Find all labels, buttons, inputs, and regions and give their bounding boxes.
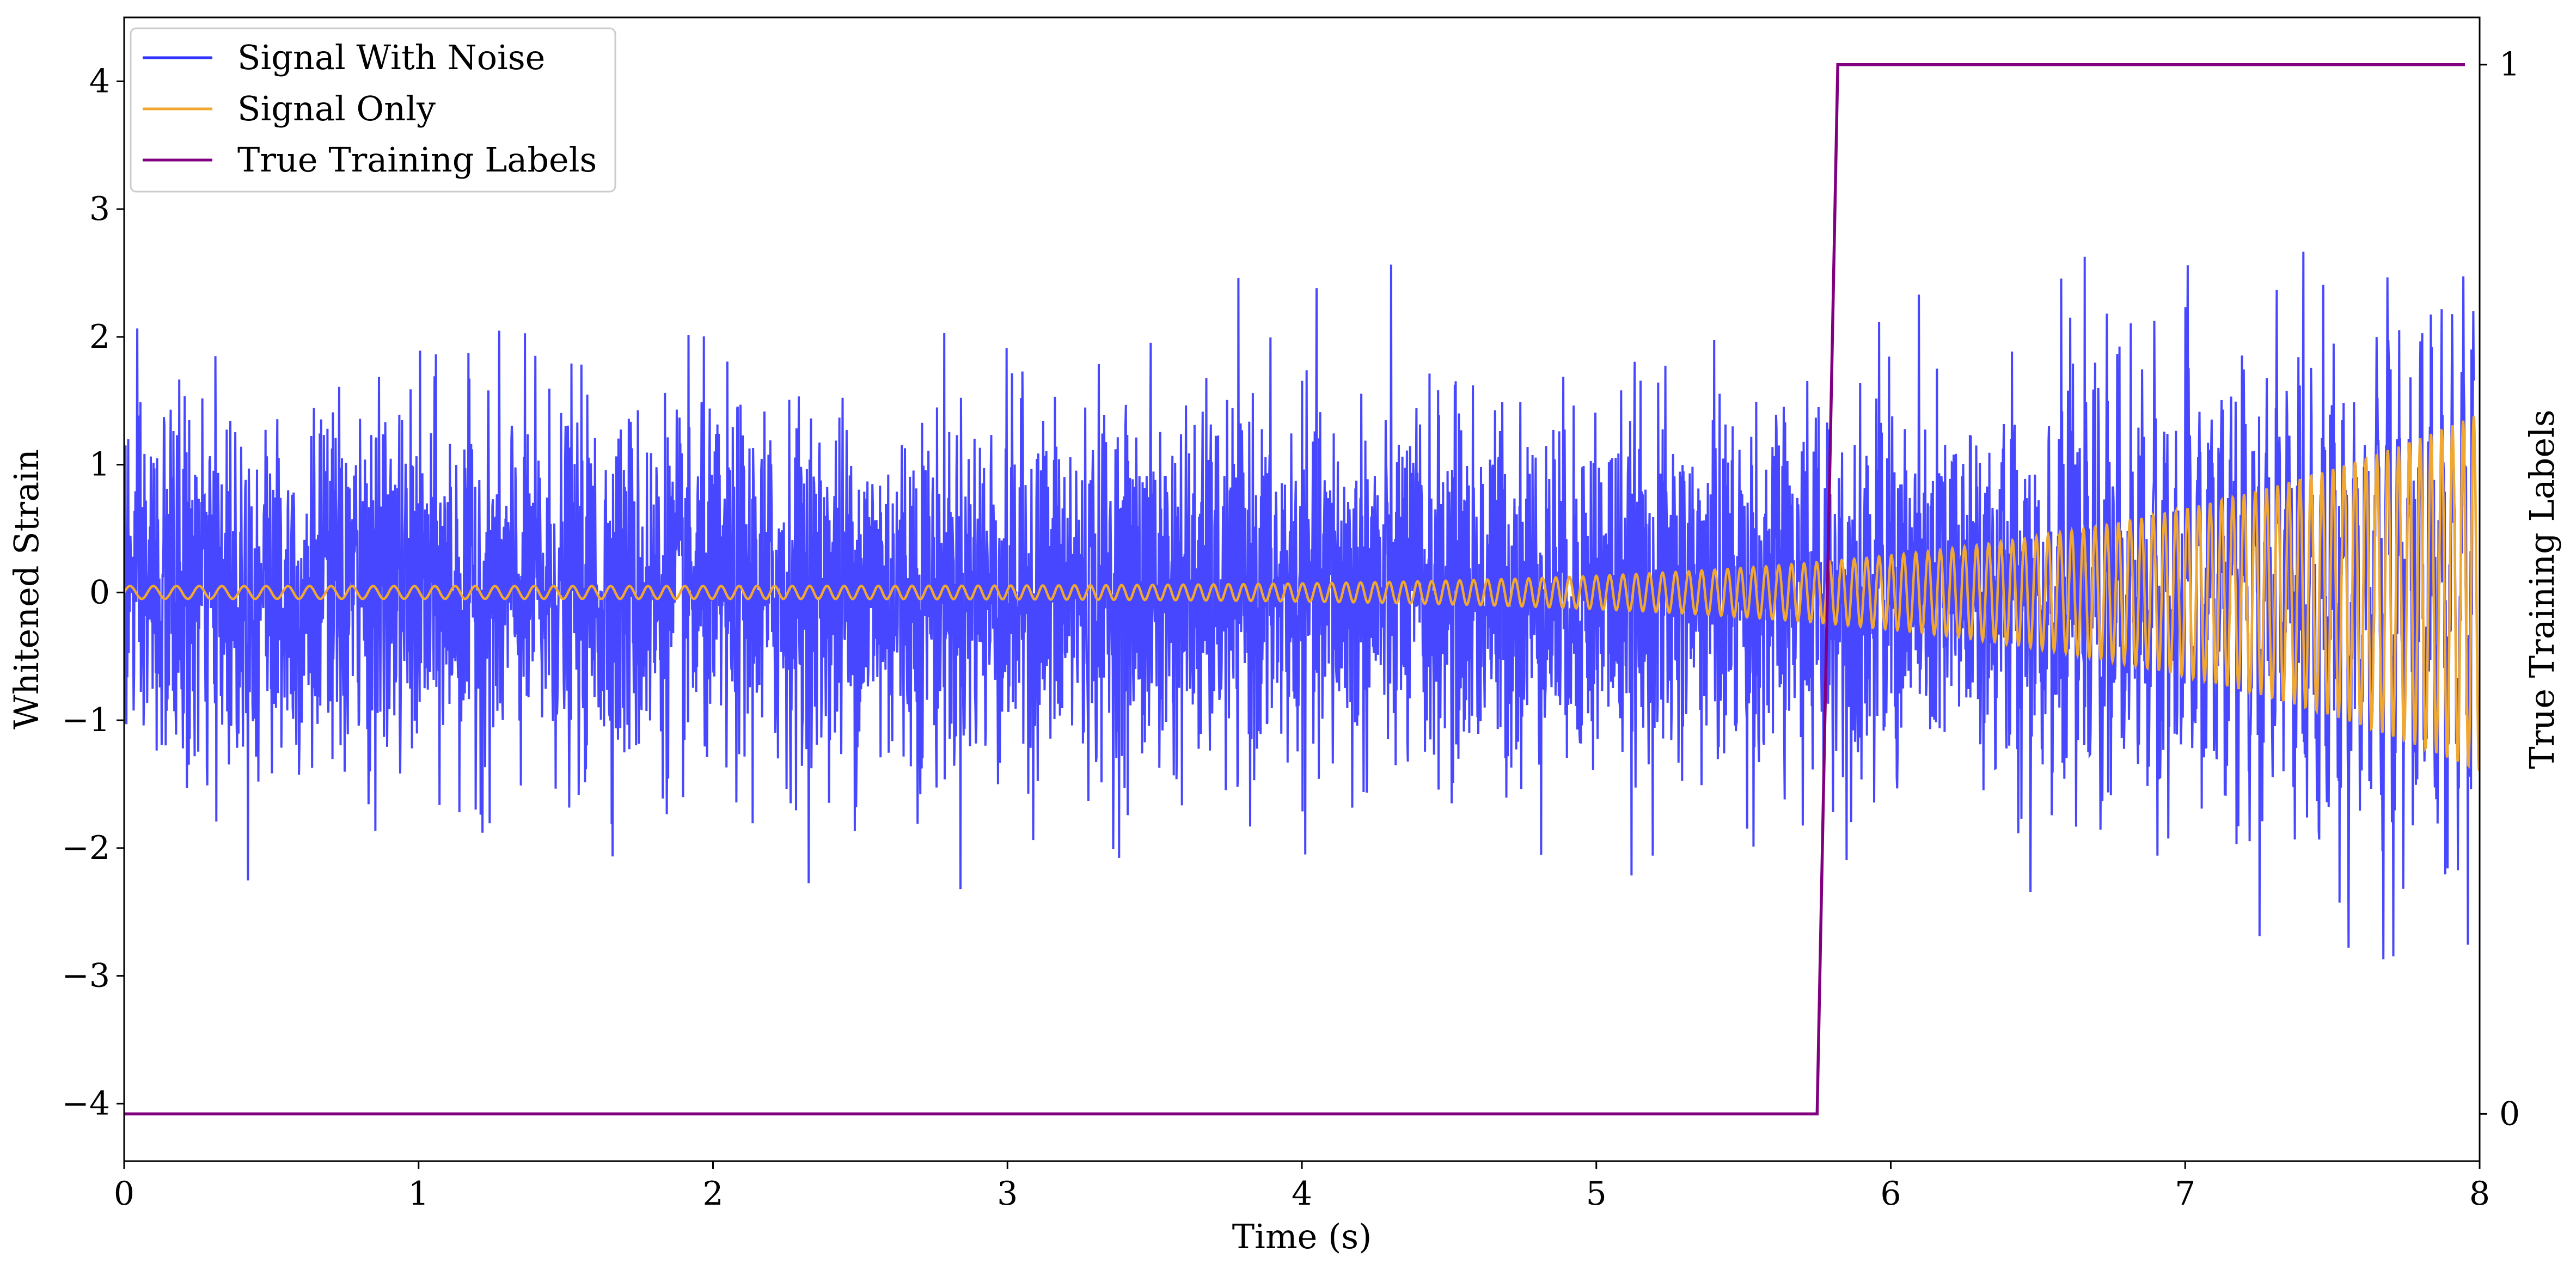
x-axis-label: Time (s) xyxy=(1232,1217,1372,1256)
x-tick-label: 7 xyxy=(2175,1175,2195,1213)
y2-axis-label: True Training Labels xyxy=(2522,409,2562,769)
legend-label-noise: Signal With Noise xyxy=(237,38,545,77)
y-tick-label: −1 xyxy=(62,701,110,739)
y-tick-label: −2 xyxy=(62,829,110,867)
series-layer xyxy=(124,63,2480,1116)
x-tick-label: 8 xyxy=(2469,1175,2490,1213)
x-tick-label: 2 xyxy=(702,1175,723,1213)
y-tick-label: 0 xyxy=(89,573,110,611)
y-tick-label: −3 xyxy=(62,957,110,995)
y-tick-label: 3 xyxy=(89,190,110,228)
y2-tick-label: 1 xyxy=(2499,46,2520,84)
x-tick-label: 3 xyxy=(997,1175,1018,1213)
legend-label-labels: True Training Labels xyxy=(237,140,597,180)
y-axis-label: Whitened Strain xyxy=(7,449,46,729)
ticks-layer: 0 1 2 3 4 5 6 7 8 −4 −3 −2 −1 0 1 2 3 4 0 1 xyxy=(62,46,2520,1213)
x-tick-label: 1 xyxy=(408,1175,429,1213)
x-tick-label: 6 xyxy=(1880,1175,1901,1213)
series-line-signal-only xyxy=(124,416,2480,771)
y-tick-label: 1 xyxy=(89,446,110,484)
x-tick-label: 0 xyxy=(114,1175,134,1213)
y-tick-label: 4 xyxy=(89,62,110,100)
y2-tick-label: 0 xyxy=(2499,1095,2520,1133)
legend-label-signal: Signal Only xyxy=(237,89,436,128)
y-tick-label: 2 xyxy=(89,318,110,356)
series-line-true-training-labels xyxy=(124,63,2465,1116)
x-tick-label: 5 xyxy=(1586,1175,1607,1213)
legend: Signal With Noise Signal Only True Train… xyxy=(130,27,616,193)
x-tick-label: 4 xyxy=(1292,1175,1312,1213)
legend-box xyxy=(130,27,616,193)
y-tick-label: −4 xyxy=(62,1084,110,1122)
